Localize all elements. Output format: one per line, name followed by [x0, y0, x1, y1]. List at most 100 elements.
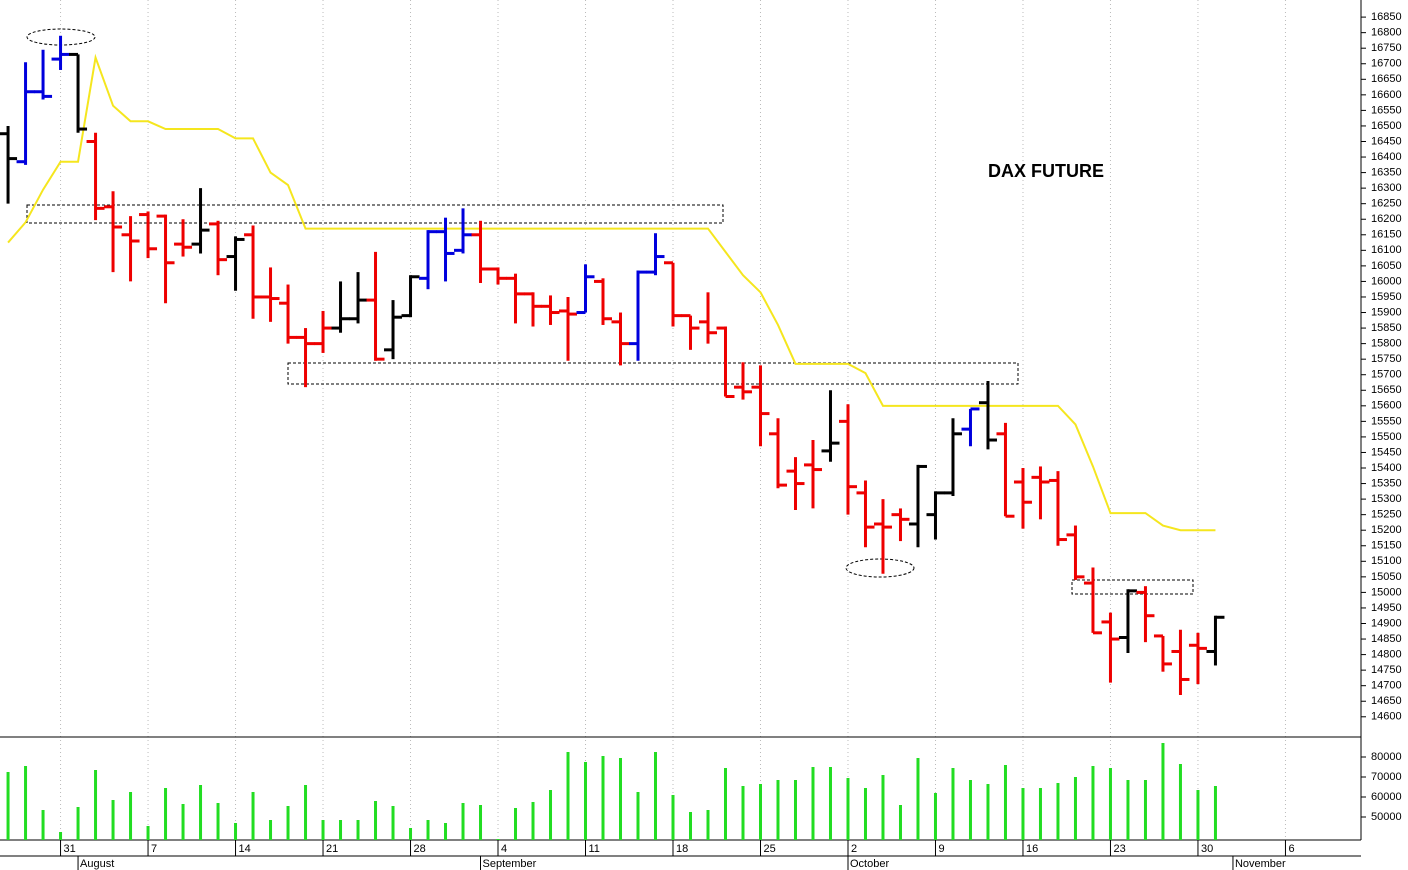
y-tick-label: 15050: [1371, 571, 1402, 583]
volume-bar: [584, 762, 588, 840]
y-tick-label: 15900: [1371, 306, 1402, 318]
volume-bar: [426, 820, 430, 840]
volume-bar: [811, 767, 815, 840]
y-tick-label: 16700: [1371, 58, 1402, 70]
volume-bar: [1143, 780, 1147, 840]
volume-bar: [181, 804, 185, 840]
volume-bar: [951, 768, 955, 840]
volume-bar: [898, 805, 902, 840]
volume-bar: [776, 780, 780, 840]
y-tick-label: 14600: [1371, 711, 1402, 723]
y-tick-label: 15800: [1371, 338, 1402, 350]
volume-bar: [496, 839, 500, 840]
volume-bar: [321, 820, 325, 840]
x-tick-label: 7: [151, 843, 157, 855]
volume-bar: [758, 784, 762, 840]
x-tick-label: 31: [64, 843, 76, 855]
y-tick-label: 14850: [1371, 633, 1402, 645]
y-tick-label: 14750: [1371, 664, 1402, 676]
volume-bar: [216, 803, 220, 840]
y-tick-label: 16100: [1371, 244, 1402, 256]
volume-bar: [549, 790, 553, 840]
volume-bar: [514, 808, 518, 840]
volume-bar: [391, 806, 395, 840]
y-tick-label: 16250: [1371, 198, 1402, 210]
volume-bar: [619, 758, 623, 840]
y-tick-label: 15150: [1371, 540, 1402, 552]
x-tick-label: 14: [239, 843, 251, 855]
volume-bar: [863, 788, 867, 840]
volume-bar: [129, 792, 133, 840]
y-tick-label: 15650: [1371, 384, 1402, 396]
y-tick-label: 16600: [1371, 89, 1402, 101]
x-tick-label: 21: [326, 843, 338, 855]
x-tick-label: 18: [676, 843, 688, 855]
volume-bar: [409, 828, 413, 840]
y-tick-label: 14800: [1371, 648, 1402, 660]
volume-bar: [251, 792, 255, 840]
range-box: [287, 362, 1019, 385]
volume-bar: [356, 820, 360, 840]
x-tick-label: 4: [501, 843, 507, 855]
volume-bar: [304, 785, 308, 840]
y-tick-label: 15400: [1371, 462, 1402, 474]
line-overlay: [7, 53, 1216, 532]
x-tick-label: 6: [1288, 843, 1294, 855]
y-tick-label: 15500: [1371, 431, 1402, 443]
y-tick-label: 16200: [1371, 213, 1402, 225]
volume-bar: [339, 820, 343, 840]
volume-bar: [59, 832, 63, 840]
volume-bar: [1108, 768, 1112, 840]
month-label: October: [850, 858, 889, 870]
x-tick-label: 28: [414, 843, 426, 855]
volume-bar: [601, 756, 605, 840]
x-tick-label: 30: [1201, 843, 1213, 855]
volume-bar: [531, 802, 535, 840]
volume-bar: [706, 810, 710, 840]
volume-bar: [1003, 765, 1007, 840]
volume-bar: [286, 806, 290, 840]
x-tick-label: 11: [589, 843, 600, 855]
y-tick-label: 16750: [1371, 42, 1402, 54]
y-tick-label: 16850: [1371, 11, 1402, 23]
y-tick-label: 15000: [1371, 586, 1402, 598]
y-tick-label: 15950: [1371, 291, 1402, 303]
volume-bar: [1091, 766, 1095, 840]
y-tick-label: 16500: [1371, 120, 1402, 132]
volume-bar: [76, 807, 80, 840]
volume-bar: [1073, 777, 1077, 840]
volume-bar: [566, 752, 570, 840]
volume-bar: [1178, 764, 1182, 840]
volume-bar: [671, 795, 675, 840]
y-tick-label: 15700: [1371, 369, 1402, 381]
y-tick-label: 16650: [1371, 73, 1402, 85]
volume-bar: [881, 775, 885, 840]
y-tick-label: 16450: [1371, 135, 1402, 147]
volume-bar: [374, 801, 378, 840]
volume-bar: [793, 780, 797, 840]
y-tick-label: 80000: [1371, 751, 1402, 763]
y-tick-label: 15300: [1371, 493, 1402, 505]
x-tick-label: 23: [1113, 843, 1125, 855]
y-tick-label: 15200: [1371, 524, 1402, 536]
volume-bar: [741, 786, 745, 840]
x-tick-label: 2: [851, 843, 857, 855]
volume-bar: [444, 823, 448, 840]
y-tick-label: 15750: [1371, 353, 1402, 365]
y-tick-label: 16550: [1371, 104, 1402, 116]
volume-bar: [654, 752, 658, 840]
y-tick-label: 16350: [1371, 166, 1402, 178]
volume-bar: [24, 766, 28, 840]
y-tick-label: 14700: [1371, 680, 1402, 692]
volume-bar: [1161, 743, 1165, 840]
y-tick-label: 16800: [1371, 27, 1402, 39]
y-tick-label: 15850: [1371, 322, 1402, 334]
volume-bar: [269, 820, 273, 840]
y-tick-label: 60000: [1371, 791, 1402, 803]
volume-bar: [688, 812, 692, 840]
volume-bar: [636, 792, 640, 840]
y-tick-label: 70000: [1371, 771, 1402, 783]
volume-bar: [846, 778, 850, 840]
y-tick-label: 16300: [1371, 182, 1402, 194]
